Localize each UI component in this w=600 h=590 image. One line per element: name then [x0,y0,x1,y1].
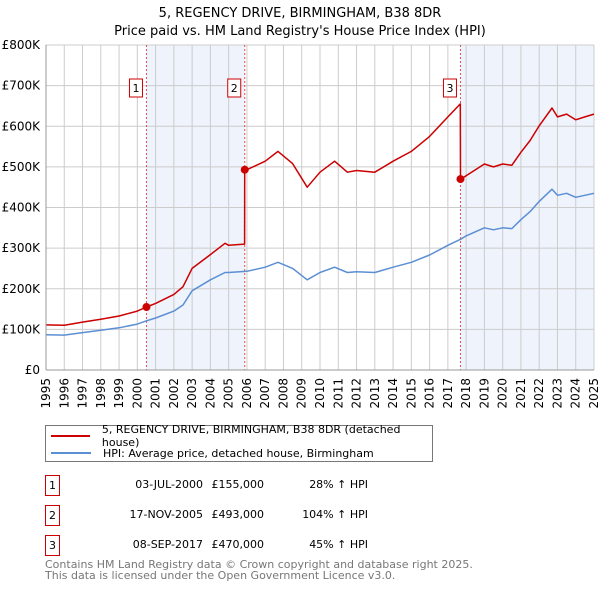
sale-row: 3 08-SEP-2017 £470,000 45% ↑ HPI [45,535,465,557]
legend: 5, REGENCY DRIVE, BIRMINGHAM, B38 8DR (d… [45,423,433,462]
x-tick-label: 1998 [94,378,108,409]
sale-price: £470,000 [211,538,265,551]
chart-title: 5, REGENCY DRIVE, BIRMINGHAM, B38 8DR [159,6,442,21]
footer-copyright: Contains HM Land Registry data © Crown c… [45,558,473,571]
sale-label: 1 [132,82,139,95]
y-tick-label: £800K [2,38,42,52]
price-chart: 5, REGENCY DRIVE, BIRMINGHAM, B38 8DR Pr… [2,6,600,409]
footer-licence: This data is licensed under the Open Gov… [45,569,396,582]
sale-row: 1 03-JUL-2000 £155,000 28% ↑ HPI [45,475,465,497]
sale-date: 08-SEP-2017 [132,538,203,551]
sale-hpi-diff: 104% ↑ HPI [302,508,368,521]
price-paid-line [45,103,595,327]
y-tick-label: £200K [2,282,42,296]
x-tick-label: 2022 [532,378,546,409]
sale-label-box [227,78,242,98]
x-tick-label: 2002 [167,378,181,409]
x-tick-label: 2015 [404,378,418,409]
sale-point [142,303,151,312]
y-tick-label: £500K [2,160,42,174]
y-tick-label: £100K [2,322,42,336]
legend-swatch-blue [51,452,91,454]
x-tick-label: 1995 [39,378,53,409]
sale-date: 17-NOV-2005 [129,508,203,521]
legend-label: HPI: Average price, detached house, Birm… [103,446,374,460]
legend-item-hpi: HPI: Average price, detached house, Birm… [46,445,374,461]
sale-label: 2 [231,82,238,95]
sale-point [456,175,465,184]
x-tick-label: 2020 [496,378,510,409]
x-tick-label: 2024 [569,378,583,409]
x-tick-label: 1997 [76,378,90,409]
x-tick-label: 2007 [258,378,272,409]
sale-number: 3 [45,535,60,556]
sale-label-box [128,78,143,98]
sale-number: 1 [45,475,60,496]
x-tick-label: 2001 [149,378,163,409]
y-tick-label: £0 [25,363,40,377]
x-tick-label: 2006 [240,378,254,409]
sale-row: 2 17-NOV-2005 £493,000 104% ↑ HPI [45,505,465,527]
x-tick-label: 2018 [459,378,473,409]
x-tick-label: 2013 [368,378,382,409]
sale-price: £493,000 [211,508,265,521]
x-tick-label: 1996 [57,378,71,409]
x-tick-label: 2011 [331,378,345,409]
sale-point [240,165,249,174]
x-tick-label: 2010 [313,378,327,409]
x-tick-label: 2012 [350,378,364,409]
sale-number: 2 [45,505,60,526]
y-tick-label: £600K [2,119,42,133]
legend-swatch-red [51,435,90,437]
x-tick-label: 2004 [203,378,217,409]
x-tick-label: 2023 [550,378,564,409]
x-tick-label: 2021 [514,378,528,409]
sale-price: £155,000 [211,478,265,491]
y-tick-label: £700K [2,79,42,93]
sale-hpi-diff: 45% ↑ HPI [309,538,368,551]
y-tick-label: £300K [2,241,42,255]
legend-label: 5, REGENCY DRIVE, BIRMINGHAM, B38 8DR (d… [101,423,401,449]
x-tick-label: 2009 [295,378,309,409]
chart-subtitle: Price paid vs. HM Land Registry's House … [114,24,486,39]
legend-item-property: 5, REGENCY DRIVE, BIRMINGHAM, B38 8DR (d… [46,423,432,449]
sale-label-box [442,78,457,98]
x-tick-label: 2019 [477,378,491,409]
x-tick-label: 2008 [276,378,290,409]
sale-date: 03-JUL-2000 [135,478,203,491]
y-tick-label: £400K [2,201,42,215]
sale-hpi-diff: 28% ↑ HPI [309,478,368,491]
x-tick-label: 2025 [587,378,600,409]
hpi-line [45,188,595,336]
x-tick-label: 2017 [441,378,455,409]
x-tick-label: 2014 [386,378,400,409]
footer: Contains HM Land Registry data © Crown c… [45,559,473,581]
x-tick-label: 1999 [112,378,126,409]
x-tick-label: 2003 [185,378,199,409]
x-tick-label: 2016 [423,378,437,409]
x-tick-label: 2000 [130,378,144,409]
x-tick-label: 2005 [222,378,236,409]
sale-label: 3 [446,82,453,95]
